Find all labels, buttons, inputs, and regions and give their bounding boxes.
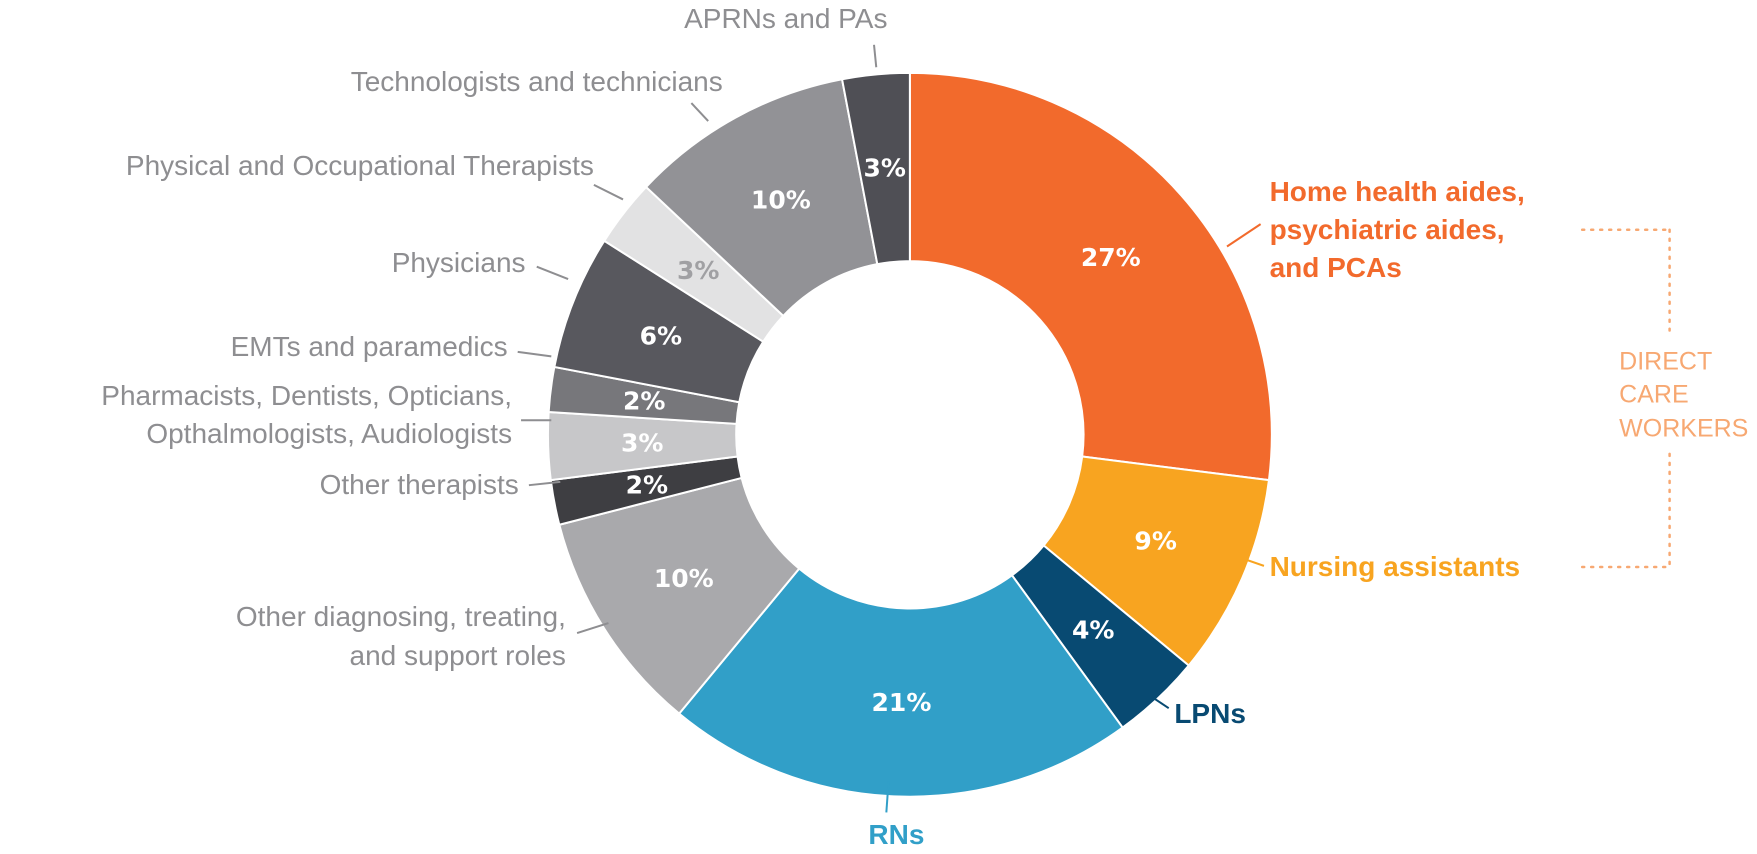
annotation: DIRECT CARE WORKERS [1619, 346, 1749, 443]
value-label: 27% [1081, 243, 1141, 272]
value-label: 10% [654, 564, 714, 593]
value-label: 3% [863, 154, 905, 183]
leader-line [536, 265, 569, 280]
category-label: EMTs and paramedics [230, 331, 508, 363]
value-label: 9% [1134, 527, 1176, 556]
category-label: LPNs [1174, 697, 1246, 729]
category-label: Nursing assistants [1269, 550, 1521, 582]
leader-line [873, 44, 878, 68]
value-label: 3% [621, 429, 663, 458]
leader-line [1237, 555, 1265, 567]
category-label: Other diagnosing, treating, and support … [235, 601, 566, 671]
leader-line [1226, 223, 1262, 248]
donut-segment [644, 78, 879, 318]
category-label: Physicians [391, 247, 526, 279]
donut-segment [840, 71, 911, 266]
value-label: 21% [872, 688, 932, 717]
leader-line [528, 480, 561, 487]
category-label: APRNs and PAs [684, 3, 888, 35]
donut-segment [558, 476, 801, 716]
value-label: 2% [626, 470, 668, 499]
value-label: 10% [751, 186, 811, 215]
leader-line [1144, 691, 1170, 710]
donut-segment [908, 71, 1273, 482]
leader-line [690, 102, 709, 122]
category-label: RNs [868, 818, 925, 850]
category-label: Home health aides, psychiatric aides, an… [1269, 175, 1525, 283]
leader-line [576, 622, 609, 635]
value-label: 3% [677, 256, 719, 285]
value-label: 2% [623, 387, 665, 416]
donut-segment [677, 567, 1125, 798]
category-label: Pharmacists, Dentists, Opticians, Opthal… [101, 379, 513, 449]
leader-line [593, 183, 624, 201]
value-label: 6% [640, 322, 682, 351]
category-label: Physical and Occupational Therapists [125, 149, 594, 181]
value-label: 4% [1072, 615, 1114, 644]
category-label: Technologists and technicians [350, 65, 723, 97]
leader-line [517, 350, 552, 358]
leader-line [885, 780, 890, 813]
category-label: Other therapists [319, 469, 519, 501]
